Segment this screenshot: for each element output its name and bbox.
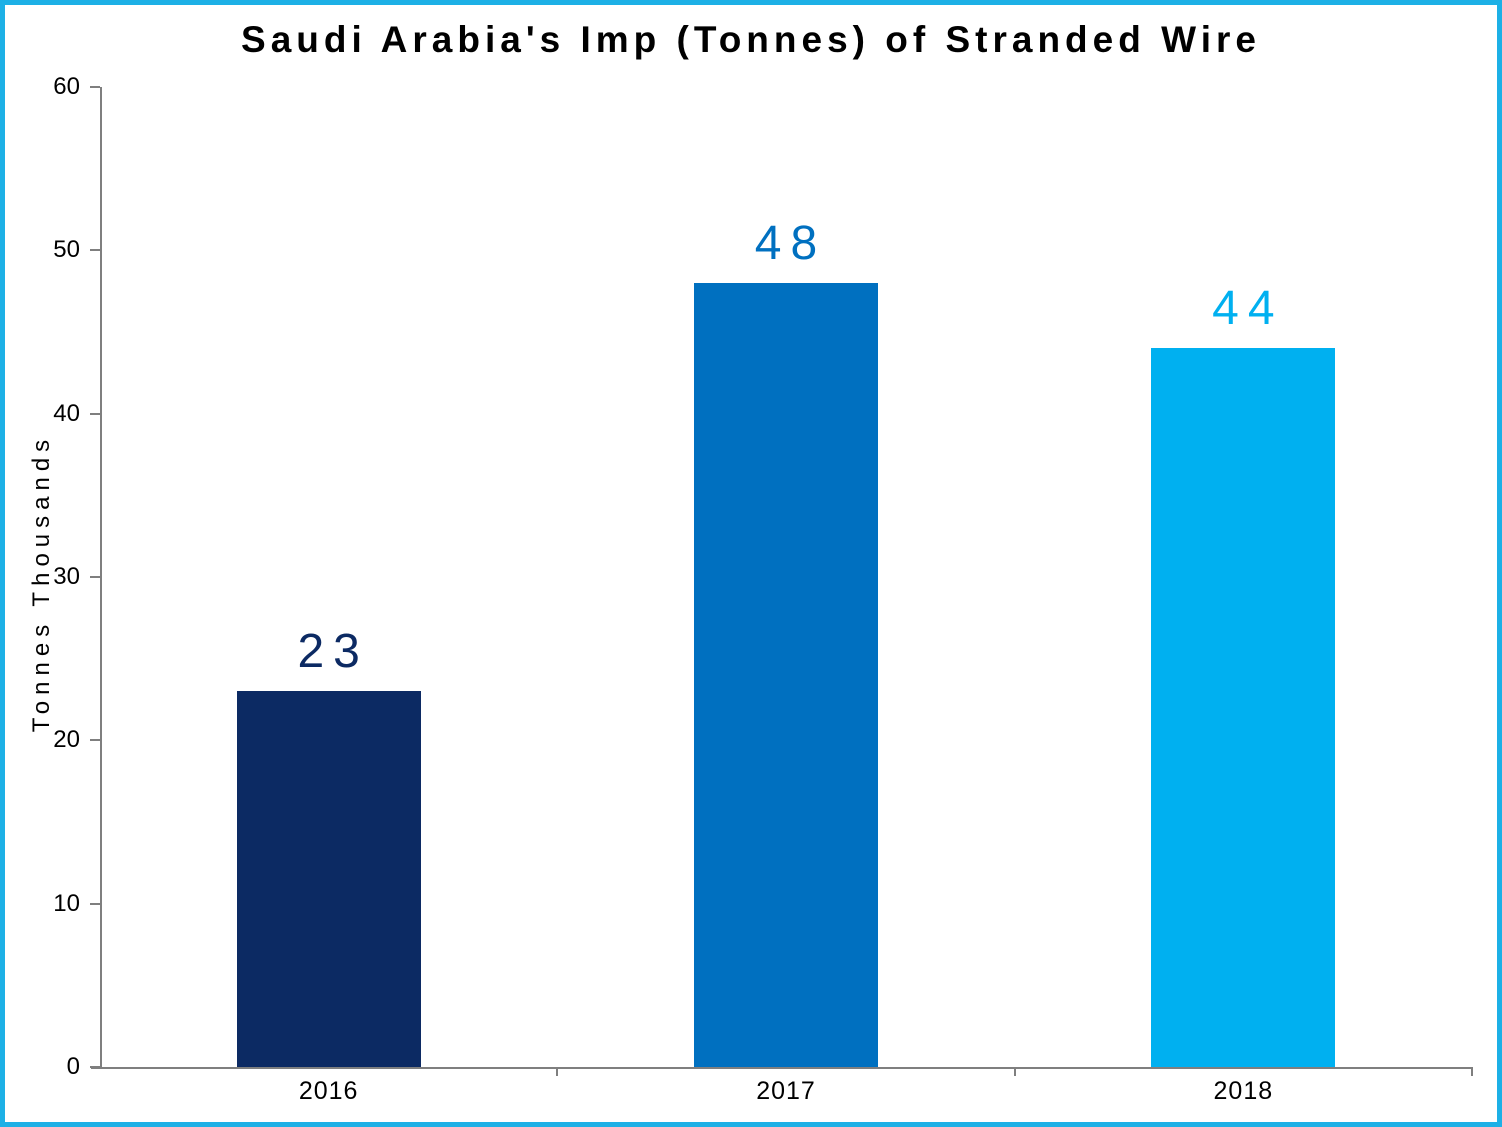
bar-2017	[694, 283, 878, 1067]
x-axis-category-label-2016: 2016	[298, 1077, 359, 1105]
x-axis-tick	[1471, 1067, 1473, 1076]
y-axis-tick-label: 10	[53, 889, 80, 917]
y-axis-tick	[90, 739, 100, 742]
y-axis-tick-label: 50	[53, 236, 80, 264]
y-axis-tick	[90, 249, 100, 252]
y-axis-tick	[90, 86, 100, 88]
y-axis-tick-label: 0	[66, 1053, 80, 1080]
y-axis-tick-label: 40	[53, 399, 80, 427]
x-axis-tick	[556, 1067, 559, 1076]
x-axis-tick	[1013, 1067, 1016, 1076]
bar-value-label-2018: 44	[1212, 282, 1284, 336]
x-axis-category-label-2018: 2018	[1213, 1077, 1274, 1105]
x-axis-line	[91, 1067, 1472, 1069]
plot-area: 0 10 20 30 40 50 60 23 2016 48 2017 44 2018	[53, 73, 1473, 1105]
bar-value-label-2017: 48	[754, 217, 827, 270]
x-axis-category-label-2017: 2017	[756, 1077, 816, 1105]
y-axis-tick	[90, 576, 100, 578]
y-axis-tick-label: 60	[53, 73, 80, 100]
y-axis-tick	[90, 412, 100, 415]
y-axis-tick-label: 20	[53, 726, 80, 754]
chart-title: Saudi Arabia's Imp (Tonnes) of Stranded …	[241, 19, 1261, 60]
bar-value-label-2016: 23	[297, 625, 369, 679]
y-axis-tick	[90, 902, 100, 905]
y-axis-tick-label: 30	[53, 563, 80, 590]
bar-2018	[1151, 348, 1336, 1067]
bar-2016	[236, 691, 421, 1067]
y-axis-line	[100, 87, 102, 1067]
y-axis-tick	[90, 1066, 100, 1068]
